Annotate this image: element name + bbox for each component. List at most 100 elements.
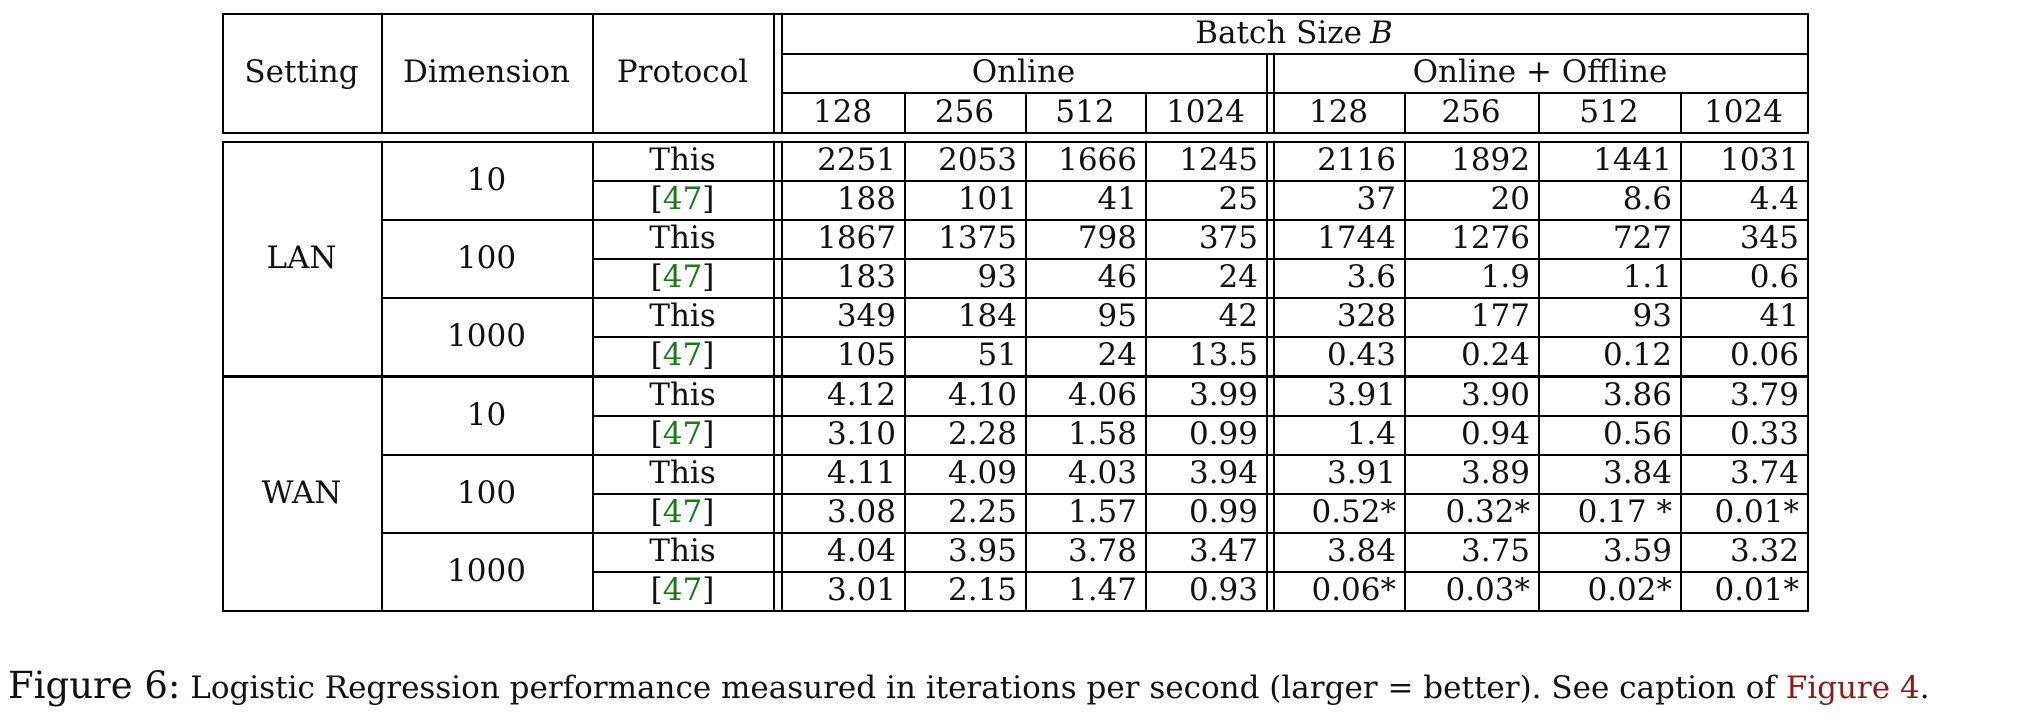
- caption-text: Logistic Regression performance measured…: [190, 670, 1776, 706]
- lan-100-online-1024: 24: [1218, 259, 1258, 295]
- wan-10-online-128: 3.10: [826, 416, 896, 452]
- header-divider-online-double: [1273, 53, 1275, 132]
- wan-1000-protocol-ref: [47]: [650, 572, 715, 608]
- lan-10-offline-256: 1892: [1451, 142, 1530, 178]
- wan-10-offline-128: 3.91: [1326, 377, 1396, 413]
- header-divider-batch-1: [1025, 92, 1027, 132]
- wan-10-protocol-this: This: [649, 377, 716, 413]
- lan-block-top-border: [222, 141, 1807, 143]
- lan-1000-offline-128: 0.43: [1326, 337, 1396, 373]
- wan-dimension-10: 10: [466, 396, 507, 433]
- lan-100-online-256: 93: [977, 259, 1017, 295]
- wan-1000-online-1024: 3.47: [1188, 533, 1258, 569]
- lan-100-online-512: 798: [1077, 220, 1137, 256]
- lan-1000-protocol-this: This: [649, 298, 716, 334]
- header-divider-batch-2: [1145, 92, 1147, 132]
- header-rule-group: [781, 92, 1807, 94]
- lan-100-protocol-this: This: [649, 220, 716, 256]
- wan-1000-offline-1024: 3.32: [1729, 533, 1799, 569]
- header-offline-batch-128: 128: [1308, 93, 1369, 130]
- citation-link[interactable]: 47: [662, 572, 703, 608]
- wan-100-protocol-ref: [47]: [650, 494, 715, 530]
- lan-10-online-256: 101: [957, 181, 1017, 217]
- header-divider-batch-4: [1538, 92, 1540, 132]
- wan-setting-label: WAN: [261, 474, 342, 511]
- lan-10-offline-1024: 4.4: [1749, 181, 1799, 217]
- wan-dimension-100: 100: [456, 474, 517, 511]
- lan-1000-offline-1024: 0.06: [1729, 337, 1799, 373]
- wan-1000-online-1024: 0.93: [1188, 572, 1258, 608]
- lan-block-left-border: [222, 141, 224, 377]
- wan-100-offline-512: 3.84: [1602, 455, 1672, 491]
- wan-100-online-512: 1.57: [1067, 494, 1137, 530]
- lan-row-rule-1: [592, 180, 1807, 182]
- lan-10-protocol-this: This: [649, 142, 716, 178]
- wan-1000-offline-256: 3.75: [1460, 533, 1530, 569]
- caption-figure-link[interactable]: Figure 4: [1785, 670, 1920, 706]
- header-online-offline: Online + Offline: [1412, 54, 1668, 90]
- header-divider-batch-5: [1680, 92, 1682, 132]
- wan-100-online-256: 2.25: [947, 494, 1017, 530]
- header-divider-protocol-double: [781, 13, 783, 132]
- lan-setting-label: LAN: [266, 239, 337, 276]
- citation-link[interactable]: 47: [662, 181, 703, 217]
- lan-10-online-1024: 25: [1218, 181, 1258, 217]
- header-online-batch-512: 512: [1055, 93, 1115, 130]
- citation-link[interactable]: 47: [662, 494, 703, 530]
- results-table: Setting Dimension Protocol Batch Size B Onli…: [222, 13, 1809, 612]
- wan-dimension-1000: 1000: [447, 552, 526, 589]
- wan-10-offline-512: 0.56: [1602, 416, 1672, 452]
- header-bottom-border: [222, 132, 1807, 134]
- wan-block-left-border: [222, 376, 224, 612]
- header-divider-protocol: [773, 13, 775, 132]
- wan-row-rule-5: [592, 571, 1807, 573]
- header-online: Online: [971, 54, 1076, 90]
- wan-10-offline-256: 3.90: [1460, 377, 1530, 413]
- lan-1000-offline-512: 93: [1632, 298, 1672, 334]
- lan-10-online-1024: 1245: [1179, 142, 1258, 178]
- header-divider-batch-0: [904, 92, 906, 132]
- wan-row-rule-1: [592, 415, 1807, 417]
- wan-1000-offline-512: 3.59: [1602, 533, 1672, 569]
- wan-1000-offline-1024: 0.01*: [1714, 572, 1799, 608]
- lan-10-online-512: 41: [1097, 181, 1137, 217]
- citation-link[interactable]: 47: [662, 259, 703, 295]
- wan-1000-offline-128: 3.84: [1326, 533, 1396, 569]
- caption-end: .: [1919, 670, 1930, 706]
- lan-dimension-rule-1: [381, 219, 1807, 221]
- header-online-batch-256: 256: [934, 93, 995, 130]
- lan-10-offline-1024: 1031: [1720, 142, 1799, 178]
- lan-1000-protocol-ref: [47]: [650, 337, 715, 373]
- wan-block-bottom-border: [222, 610, 1807, 612]
- lan-100-offline-512: 1.1: [1622, 259, 1672, 295]
- lan-10-offline-128: 2116: [1317, 142, 1396, 178]
- header-online-batch-1024: 1024: [1166, 93, 1245, 130]
- wan-10-online-1024: 3.99: [1188, 377, 1258, 413]
- lan-100-protocol-ref: [47]: [650, 259, 715, 295]
- header-batch-variable: B: [1369, 14, 1393, 51]
- wan-dimension-rule-1: [381, 454, 1807, 456]
- wan-10-online-1024: 0.99: [1188, 416, 1258, 452]
- wan-100-offline-256: 0.32*: [1445, 494, 1530, 530]
- lan-row-rule-3: [592, 258, 1807, 260]
- wan-10-online-512: 1.58: [1067, 416, 1137, 452]
- citation-link[interactable]: 47: [662, 416, 703, 452]
- lan-100-online-128: 1867: [817, 220, 896, 256]
- citation-link[interactable]: 47: [662, 337, 703, 373]
- wan-dimension-rule-2: [381, 532, 1807, 534]
- wan-100-online-512: 4.03: [1067, 455, 1137, 491]
- lan-100-offline-1024: 345: [1739, 220, 1799, 256]
- lan-10-online-128: 2251: [817, 142, 896, 178]
- lan-dimension-1000: 1000: [447, 317, 526, 354]
- lan-block-right-border: [1807, 141, 1809, 377]
- lan-divider-setting: [381, 141, 383, 375]
- wan-1000-online-128: 3.01: [826, 572, 896, 608]
- wan-1000-offline-256: 0.03*: [1445, 572, 1530, 608]
- header-left-border: [222, 13, 224, 134]
- wan-1000-protocol-this: This: [649, 533, 716, 569]
- lan-100-offline-512: 727: [1612, 220, 1672, 256]
- wan-row-rule-3: [592, 493, 1807, 495]
- header-online-batch-128: 128: [812, 93, 873, 130]
- lan-1000-online-1024: 13.5: [1188, 337, 1258, 373]
- wan-10-online-128: 4.12: [826, 377, 896, 413]
